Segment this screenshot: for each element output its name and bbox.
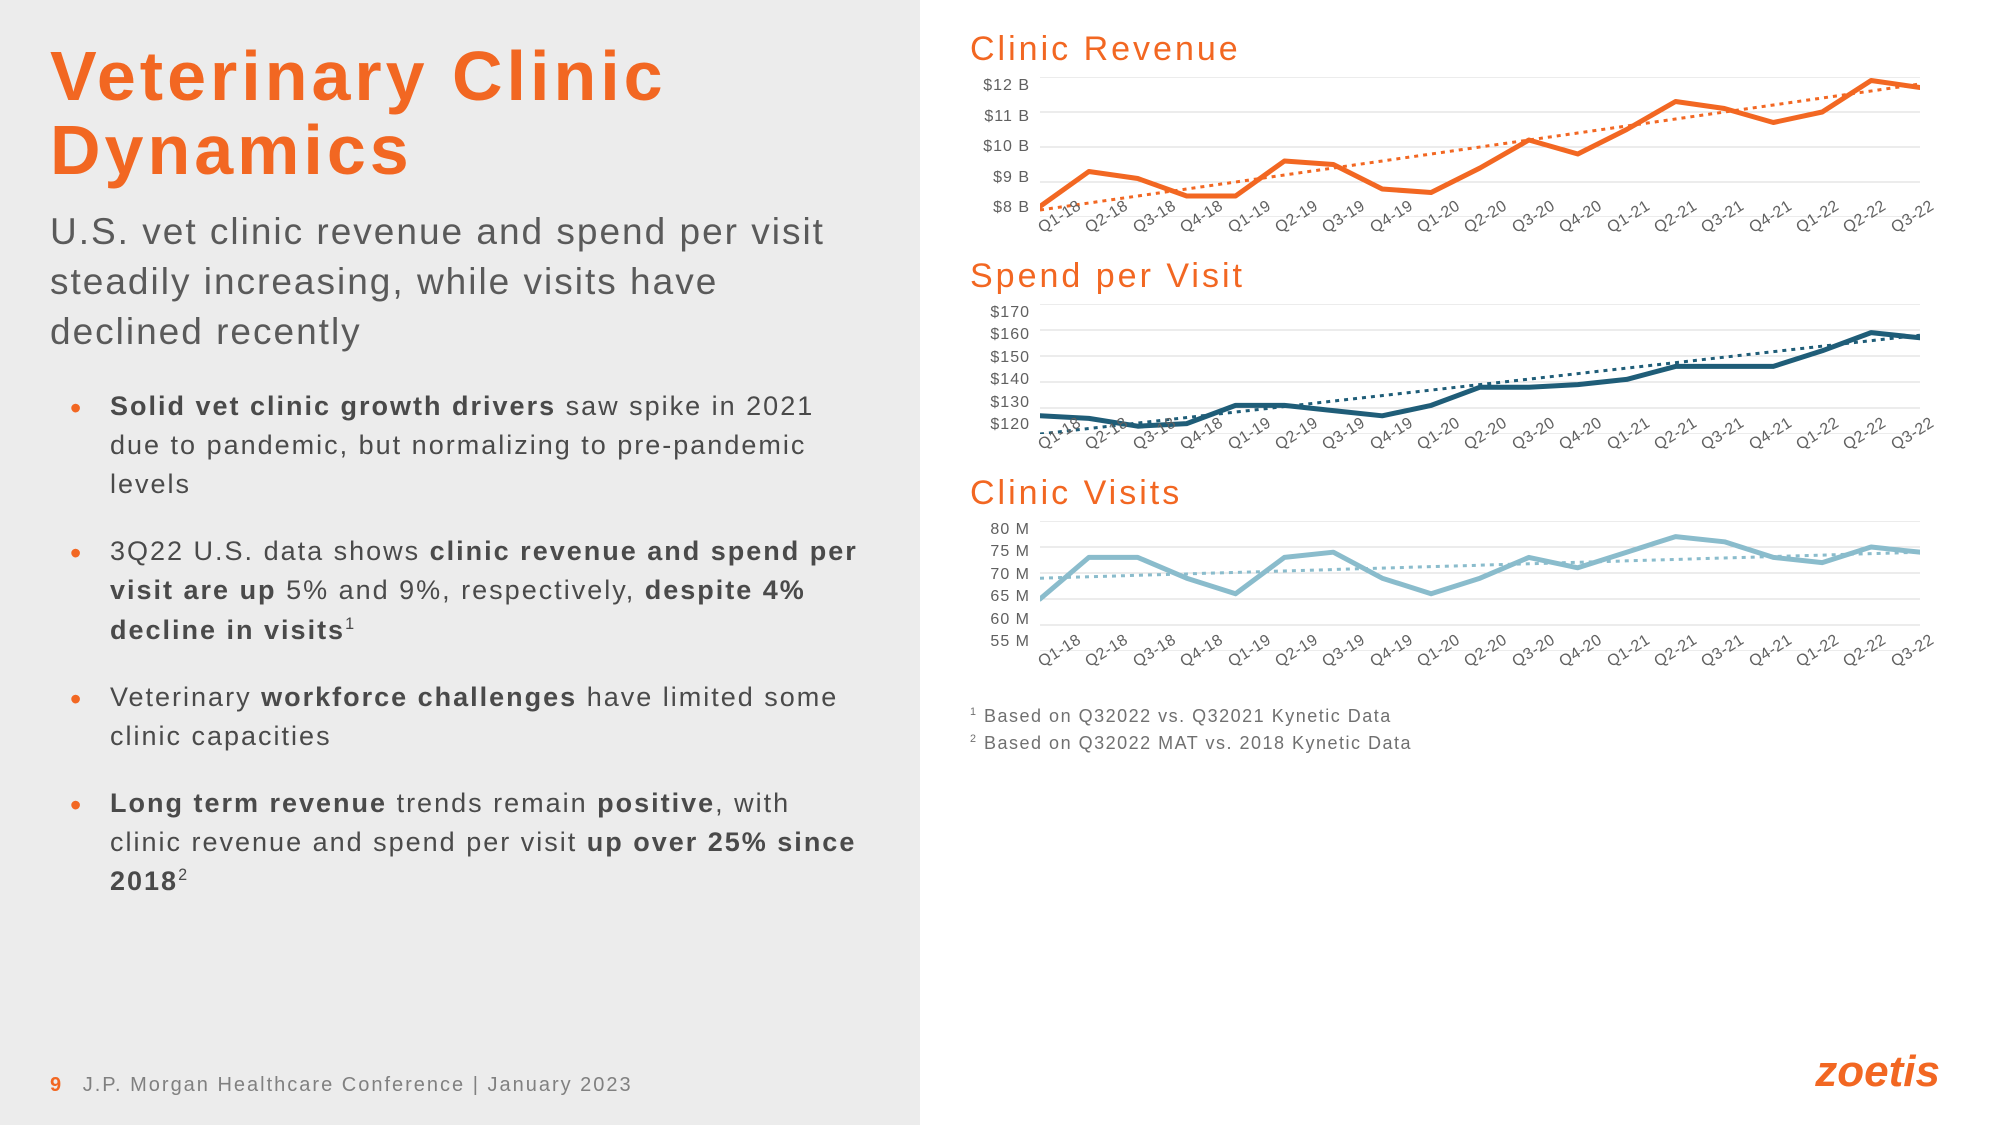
bullet-item: Long term revenue trends remain positive… bbox=[80, 784, 870, 901]
chart-title: Clinic Visits bbox=[970, 474, 1940, 513]
footer: 9 J.P. Morgan Healthcare Conference | Ja… bbox=[50, 1074, 633, 1097]
y-tick-label: $140 bbox=[970, 371, 1030, 389]
chart-svg bbox=[1040, 77, 1920, 217]
footnotes: 1 Based on Q32022 vs. Q32021 Kynetic Dat… bbox=[970, 703, 1940, 757]
page-title: Veterinary Clinic Dynamics bbox=[50, 40, 870, 187]
y-tick-label: $10 B bbox=[970, 138, 1030, 156]
y-tick-label: $120 bbox=[970, 416, 1030, 434]
y-tick-label: $11 B bbox=[970, 108, 1030, 126]
y-tick-label: $9 B bbox=[970, 169, 1030, 187]
chart-svg bbox=[1040, 304, 1920, 434]
y-tick-label: 65 M bbox=[970, 588, 1030, 606]
y-tick-label: 80 M bbox=[970, 521, 1030, 539]
left-panel: Veterinary Clinic Dynamics U.S. vet clin… bbox=[0, 0, 920, 1125]
y-axis-labels: $12 B $11 B $10 B $9 B $8 B bbox=[970, 77, 1030, 217]
y-tick-label: $8 B bbox=[970, 199, 1030, 217]
logo-text: zoetis bbox=[1815, 1047, 1940, 1096]
bullet-list: Solid vet clinic growth drivers saw spik… bbox=[50, 387, 870, 902]
x-axis-labels: Q1-18Q2-18Q3-18Q4-18Q1-19Q2-19Q3-19Q4-19… bbox=[1040, 221, 1940, 239]
y-axis-labels: 80 M 75 M 70 M 65 M 60 M 55 M bbox=[970, 521, 1030, 651]
bullet-item: Solid vet clinic growth drivers saw spik… bbox=[80, 387, 870, 504]
chart-revenue: Clinic Revenue $12 B $11 B $10 B $9 B $8 B Q… bbox=[970, 30, 1940, 239]
y-tick-label: $150 bbox=[970, 349, 1030, 367]
logo: zoetis bbox=[1815, 1047, 1940, 1097]
footer-text: J.P. Morgan Healthcare Conference | Janu… bbox=[83, 1074, 633, 1096]
x-axis-labels: Q1-18Q2-18Q3-18Q4-18Q1-19Q2-19Q3-19Q4-19… bbox=[1040, 438, 1940, 456]
y-tick-label: 60 M bbox=[970, 611, 1030, 629]
chart-visits: Clinic Visits 80 M 75 M 70 M 65 M 60 M 55 M Q… bbox=[970, 474, 1940, 673]
subtitle: U.S. vet clinic revenue and spend per vi… bbox=[50, 207, 870, 357]
y-tick-label: $12 B bbox=[970, 77, 1030, 95]
slide: Veterinary Clinic Dynamics U.S. vet clin… bbox=[0, 0, 2000, 1125]
footnote: 1 Based on Q32022 vs. Q32021 Kynetic Dat… bbox=[970, 703, 1940, 730]
y-tick-label: 70 M bbox=[970, 566, 1030, 584]
y-tick-label: $170 bbox=[970, 304, 1030, 322]
y-tick-label: 55 M bbox=[970, 633, 1030, 651]
y-tick-label: 75 M bbox=[970, 543, 1030, 561]
charts-container: Clinic Revenue $12 B $11 B $10 B $9 B $8 B Q… bbox=[970, 30, 1940, 673]
y-tick-label: $160 bbox=[970, 326, 1030, 344]
page-number: 9 bbox=[50, 1074, 63, 1096]
chart-title: Spend per Visit bbox=[970, 257, 1940, 296]
right-panel: Clinic Revenue $12 B $11 B $10 B $9 B $8 B Q… bbox=[920, 0, 2000, 1125]
y-axis-labels: $170 $160 $150 $140 $130 $120 bbox=[970, 304, 1030, 434]
x-axis-labels: Q1-18Q2-18Q3-18Q4-18Q1-19Q2-19Q3-19Q4-19… bbox=[1040, 655, 1940, 673]
bullet-item: Veterinary workforce challenges have lim… bbox=[80, 678, 870, 756]
chart-title: Clinic Revenue bbox=[970, 30, 1940, 69]
chart-spend: Spend per Visit $170 $160 $150 $140 $130 $120… bbox=[970, 257, 1940, 456]
y-tick-label: $130 bbox=[970, 394, 1030, 412]
footnote: 2 Based on Q32022 MAT vs. 2018 Kynetic D… bbox=[970, 730, 1940, 757]
chart-svg bbox=[1040, 521, 1920, 651]
bullet-item: 3Q22 U.S. data shows clinic revenue and … bbox=[80, 532, 870, 649]
